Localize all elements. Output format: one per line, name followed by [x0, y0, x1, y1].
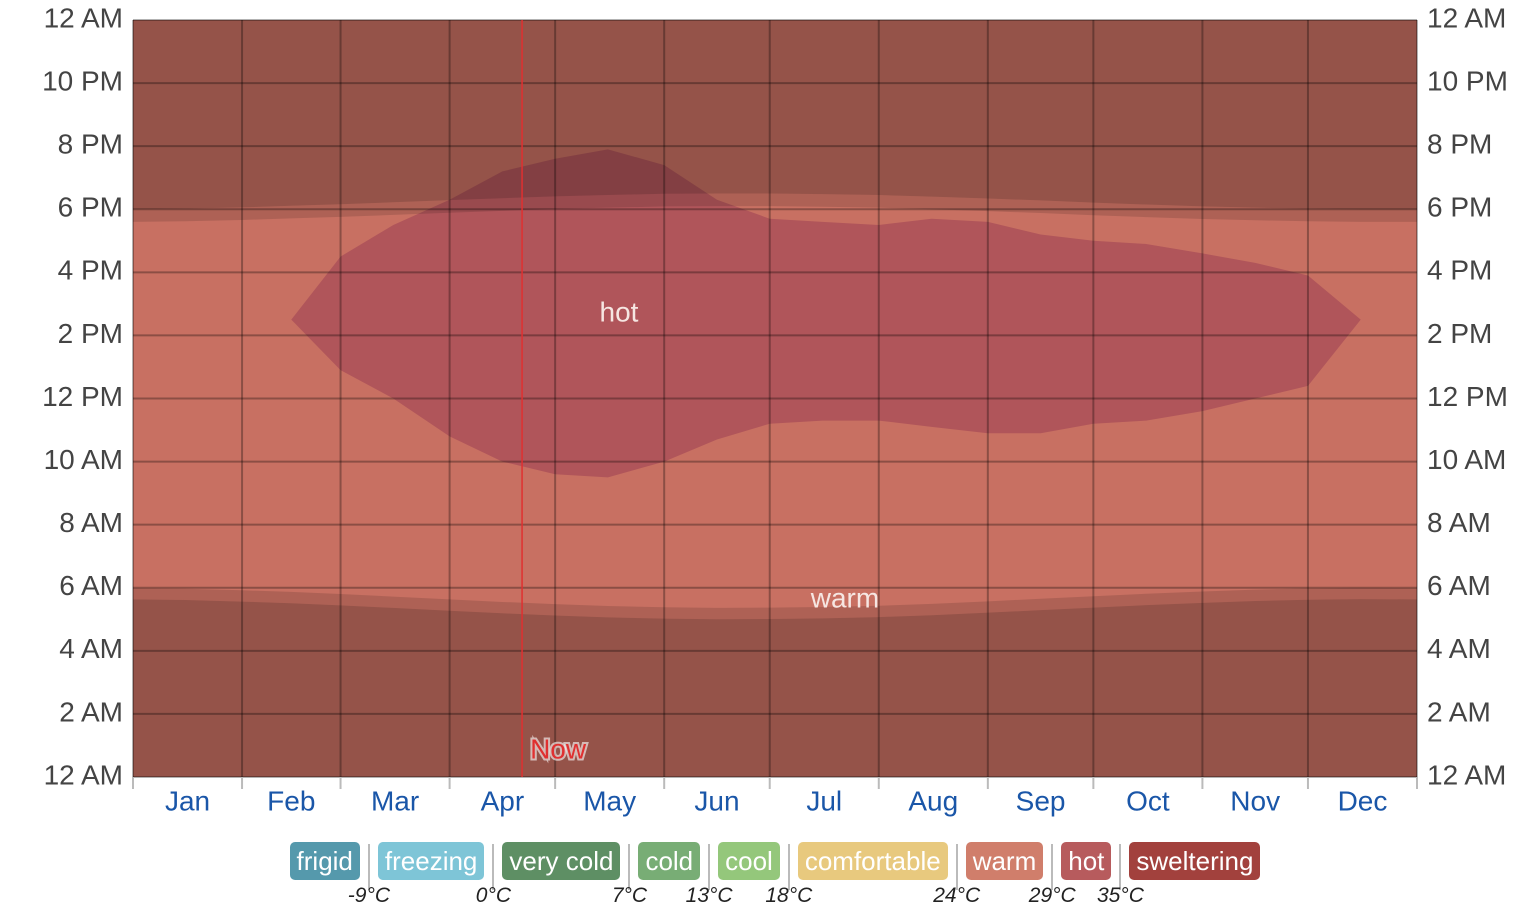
- x-tick-label: Apr: [481, 785, 525, 816]
- threshold-label: 7°C: [611, 884, 648, 907]
- legend-separator: 35°C: [1097, 844, 1144, 907]
- region-label: hot: [600, 296, 639, 327]
- x-tick-label: Oct: [1126, 785, 1170, 816]
- y-tick-label: 2 PM: [1427, 318, 1492, 349]
- x-tick-label: Sep: [1016, 785, 1066, 816]
- y-tick-label: 4 PM: [1427, 255, 1492, 286]
- chart: 12 AM 12 AM 2 AM 2 AM 4 AM 4 AM 6 AM 6 AM 8 AM 8 …: [42, 2, 1508, 816]
- y-tick-label: 8 PM: [1427, 129, 1492, 160]
- legend-separator: 24°C: [933, 844, 980, 907]
- y-tick-label: 12 AM: [1427, 759, 1506, 790]
- legend-item: cool: [718, 842, 780, 880]
- legend-item: comfortable: [797, 842, 948, 880]
- y-tick-label: 12 AM: [1427, 2, 1506, 33]
- threshold-label: 0°C: [475, 884, 512, 907]
- y-tick-label: 12 PM: [42, 381, 123, 412]
- x-tick-label: Mar: [371, 785, 419, 816]
- y-tick-label: 10 PM: [1427, 65, 1508, 96]
- y-tick-label: 12 AM: [44, 2, 123, 33]
- region-label: warm: [810, 582, 879, 613]
- threshold-label: 18°C: [765, 884, 813, 907]
- y-tick-label: 10 AM: [1427, 444, 1506, 475]
- threshold-label: 35°C: [1096, 884, 1144, 907]
- legend-separator: 18°C: [765, 844, 812, 907]
- threshold-label: 13°C: [685, 884, 733, 907]
- threshold-label: 29°C: [1028, 884, 1076, 907]
- twilight: [133, 193, 1417, 222]
- y-tick-label: 4 PM: [58, 255, 123, 286]
- twilight: [133, 587, 1417, 620]
- threshold-label: 24°C: [933, 884, 981, 907]
- y-tick-label: 4 AM: [1427, 633, 1491, 664]
- night: [133, 599, 1417, 777]
- y-tick-label: 4 AM: [59, 633, 123, 664]
- y-tick-label: 6 AM: [59, 570, 123, 601]
- legend-separator: 13°C: [686, 844, 733, 907]
- legend-separator: 29°C: [1029, 844, 1076, 907]
- x-tick-label: Nov: [1230, 785, 1280, 816]
- plot-area: [133, 20, 1417, 777]
- legend-item: frigid: [289, 842, 360, 880]
- y-tick-label: 12 PM: [1427, 381, 1508, 412]
- x-tick-label: Jun: [694, 785, 739, 816]
- x-tick-label: Aug: [908, 785, 958, 816]
- y-tick-label: 8 PM: [58, 129, 123, 160]
- now-label: Now: [530, 733, 587, 764]
- x-tick-label: Jan: [165, 785, 210, 816]
- legend: frigid -9°C freezing 0°C very cold 7°C cold 13°…: [133, 838, 1417, 907]
- x-tick-label: May: [583, 785, 636, 816]
- y-tick-label: 2 AM: [59, 696, 123, 727]
- threshold-label: -9°C: [347, 884, 391, 907]
- y-tick-label: 8 AM: [59, 507, 123, 538]
- x-tick-label: Jul: [806, 785, 842, 816]
- legend-item: hot: [1061, 842, 1112, 880]
- y-tick-label: 6 PM: [58, 192, 123, 223]
- night: [133, 20, 1417, 210]
- y-tick-label: 6 PM: [1427, 192, 1492, 223]
- y-tick-label: 2 AM: [1427, 696, 1491, 727]
- y-tick-label: 12 AM: [44, 759, 123, 790]
- legend-item: warm: [965, 842, 1044, 880]
- y-tick-label: 10 AM: [44, 444, 123, 475]
- legend-item: cold: [638, 842, 701, 880]
- legend-separator: 7°C: [612, 844, 647, 907]
- y-tick-label: 8 AM: [1427, 507, 1491, 538]
- legend-separator: 0°C: [476, 844, 511, 907]
- legend-item: very cold: [502, 842, 621, 880]
- legend-item: sweltering: [1129, 842, 1261, 880]
- y-tick-label: 2 PM: [58, 318, 123, 349]
- x-tick-label: Dec: [1338, 785, 1388, 816]
- legend-separator: -9°C: [348, 844, 390, 907]
- legend-item: freezing: [377, 842, 485, 880]
- region-hot: [291, 149, 1361, 478]
- x-tick-label: Feb: [267, 785, 315, 816]
- y-tick-label: 6 AM: [1427, 570, 1491, 601]
- y-tick-label: 10 PM: [42, 65, 123, 96]
